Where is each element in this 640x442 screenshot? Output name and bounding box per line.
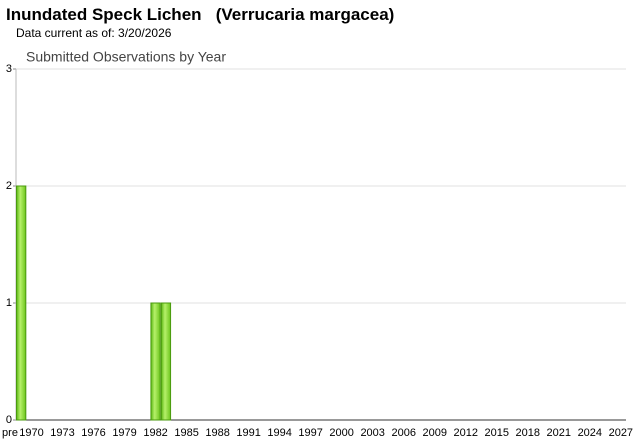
x-tick-label: 1976 <box>81 427 105 439</box>
x-tick-label: 1988 <box>205 427 229 439</box>
x-tick-label: 2003 <box>360 427 384 439</box>
bar <box>150 302 161 421</box>
x-tick-label: 1982 <box>143 427 167 439</box>
x-tick-label: 2006 <box>391 427 415 439</box>
x-tick-label: 2009 <box>422 427 446 439</box>
x-tick-label: 1985 <box>174 427 198 439</box>
y-tick-label: 0 <box>6 414 12 426</box>
y-tick-label: 3 <box>6 63 12 75</box>
x-tick-label: 1970 <box>19 427 43 439</box>
y-tick-label: 2 <box>6 180 12 192</box>
x-tick-label: 1973 <box>50 427 74 439</box>
bar <box>16 185 27 421</box>
data-date: Data current as of: 3/20/2026 <box>16 26 172 40</box>
chart-title: Submitted Observations by Year <box>26 49 226 65</box>
x-tick-label: 2024 <box>578 427 602 439</box>
x-tick-label: 1997 <box>298 427 322 439</box>
x-tick-label: 2012 <box>454 427 478 439</box>
page-title: Inundated Speck Lichen (Verrucaria marga… <box>6 5 395 24</box>
x-tick-label: 2000 <box>329 427 353 439</box>
x-tick-label: 1979 <box>112 427 136 439</box>
x-tick-label: 2018 <box>516 427 540 439</box>
x-tick-label: 2021 <box>547 427 571 439</box>
x-tick-label: 1994 <box>267 427 291 439</box>
x-tick-label: 2015 <box>485 427 509 439</box>
x-tick-label: pre <box>2 427 18 439</box>
x-tick-label: 2027 <box>609 427 633 439</box>
x-tick-label: 1991 <box>236 427 260 439</box>
y-tick-label: 1 <box>6 297 12 309</box>
bar <box>160 302 172 421</box>
